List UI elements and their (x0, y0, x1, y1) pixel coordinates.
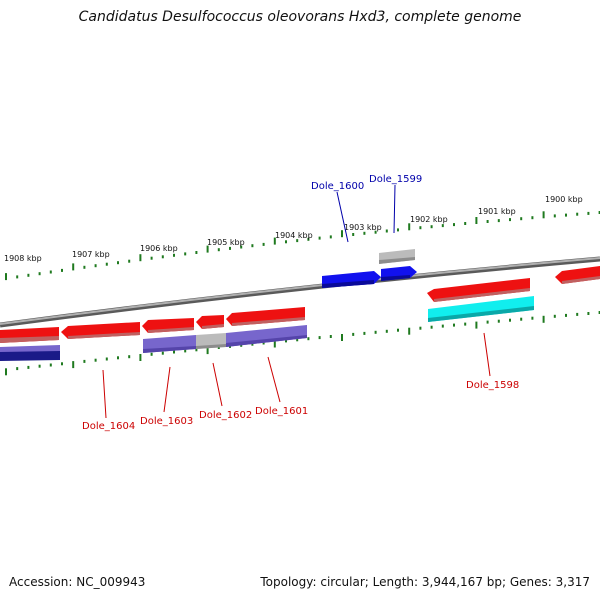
cds-dole-1598[interactable] (428, 296, 534, 322)
scale-label-1900: 1900 kbp (545, 195, 583, 204)
leader-dole-1601 (267, 356, 281, 403)
scale-label-1902: 1902 kbp (410, 215, 448, 224)
genome-stats-text: Topology: circular; Length: 3,944,167 bp… (260, 575, 590, 589)
forward-strand-genes (0, 266, 600, 361)
leader-dole-1600 (336, 191, 349, 243)
gene-dole-1601[interactable] (226, 307, 305, 326)
gene-labels: Dole_1600 Dole_1599 Dole_1604 Dole_1603 … (82, 174, 519, 432)
cds-dole-1602[interactable] (196, 333, 226, 349)
gene-dole-1604b[interactable] (61, 322, 140, 339)
leader-dole-1604 (102, 369, 107, 419)
label-dole-1600[interactable]: Dole_1600 (311, 181, 364, 192)
scale-labels: 1900 kbp 1901 kbp 1902 kbp 1903 kbp 1904… (4, 195, 583, 263)
gene-dole-1599-cds[interactable] (379, 249, 415, 264)
label-dole-1604[interactable]: Dole_1604 (82, 421, 135, 432)
leader-dole-1599 (393, 184, 396, 234)
scale-label-1906: 1906 kbp (140, 244, 178, 253)
accession-text: Accession: NC_009943 (9, 575, 146, 589)
scale-label-1908: 1908 kbp (4, 254, 42, 263)
cds-dole-1603[interactable] (143, 335, 196, 353)
gene-dole-1598[interactable] (427, 278, 530, 302)
leader-dole-1598 (483, 332, 491, 377)
leader-dole-1603 (163, 366, 171, 413)
scale-label-1901: 1901 kbp (478, 207, 516, 216)
genome-backbone (0, 256, 600, 328)
label-dole-1601[interactable]: Dole_1601 (255, 406, 308, 417)
gene-dole-1602[interactable] (196, 315, 224, 329)
label-dole-1599[interactable]: Dole_1599 (369, 174, 422, 185)
label-dole-1602[interactable]: Dole_1602 (199, 410, 252, 421)
label-dole-1598[interactable]: Dole_1598 (466, 380, 519, 391)
label-leader-lines (102, 184, 491, 419)
gene-dole-1599[interactable] (381, 266, 417, 281)
leader-dole-1602 (212, 362, 223, 407)
scale-label-1903: 1903 kbp (344, 223, 382, 232)
gene-dole-1600[interactable] (322, 271, 381, 288)
label-dole-1603[interactable]: Dole_1603 (140, 416, 193, 427)
reverse-strand-genes (322, 249, 417, 288)
scale-label-1907: 1907 kbp (72, 250, 110, 259)
scale-label-1905: 1905 kbp (207, 238, 245, 247)
cds-dole-1604[interactable] (0, 345, 60, 361)
gene-next-right[interactable] (555, 266, 600, 284)
lower-scale-ticks (5, 311, 600, 376)
upper-scale-ticks (5, 211, 600, 281)
gene-dole-1604[interactable] (0, 327, 59, 343)
gene-dole-1603[interactable] (142, 318, 194, 333)
genome-title: Candidatus Desulfococcus oleovorans Hxd3… (78, 9, 522, 25)
scale-label-1904: 1904 kbp (275, 231, 313, 240)
cds-dole-1601[interactable] (226, 325, 307, 347)
